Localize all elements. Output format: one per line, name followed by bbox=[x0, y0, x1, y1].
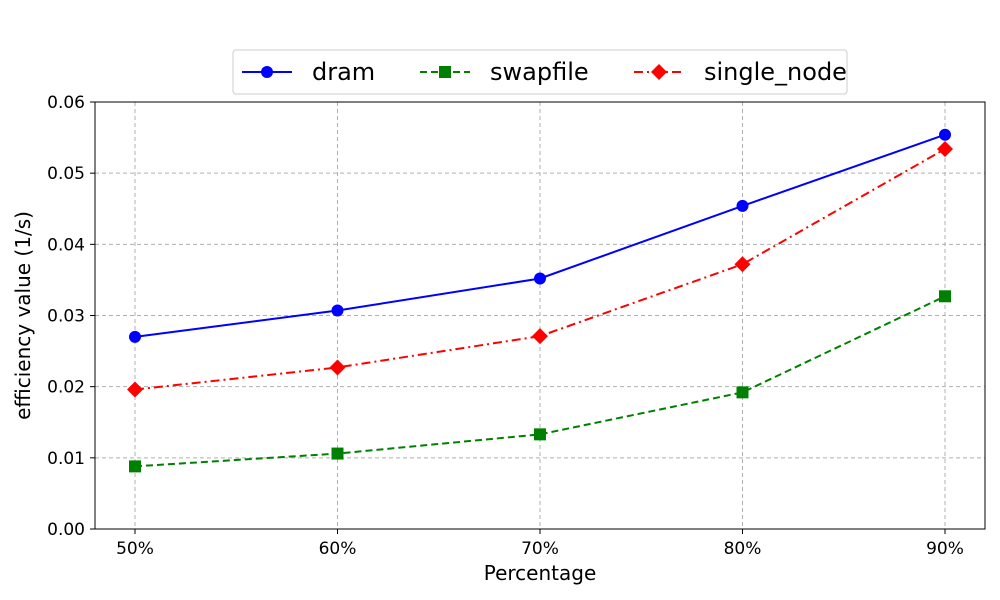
series-layer bbox=[127, 128, 953, 473]
data-point-single_node bbox=[532, 328, 548, 345]
data-point-swapfile bbox=[129, 460, 141, 473]
series-line-swapfile bbox=[134, 295, 946, 468]
data-point-single_node bbox=[734, 256, 751, 273]
data-point-swapfile bbox=[534, 428, 546, 441]
legend-marker-single_node bbox=[651, 64, 667, 80]
y-tick-label: 0.01 bbox=[47, 449, 85, 469]
data-point-single_node bbox=[329, 359, 346, 376]
data-point-swapfile bbox=[331, 447, 344, 460]
data-point-dram bbox=[736, 199, 749, 212]
legend-marker-swapfile bbox=[439, 66, 451, 78]
data-point-swapfile bbox=[939, 290, 951, 303]
legend-marker-dram bbox=[261, 66, 273, 78]
series-swapfile bbox=[129, 290, 951, 473]
series-line-single_node bbox=[134, 148, 946, 391]
legend-item-dram: dram bbox=[242, 58, 375, 86]
legend: dram swapfile single_node bbox=[232, 49, 848, 95]
y-tick-label: 0.05 bbox=[47, 164, 85, 184]
x-tick-label: 70% bbox=[521, 539, 559, 559]
legend-label-swapfile: swapfile bbox=[490, 58, 589, 86]
x-axis-label: Percentage bbox=[484, 561, 597, 585]
x-tick-label: 90% bbox=[926, 539, 964, 559]
data-point-dram bbox=[939, 128, 951, 141]
y-tick-label: 0.02 bbox=[47, 378, 85, 398]
x-tick-label: 60% bbox=[319, 539, 357, 559]
y-tick-label: 0.06 bbox=[47, 93, 85, 113]
y-tick-label: 0.00 bbox=[47, 520, 85, 540]
data-point-dram bbox=[534, 272, 546, 285]
legend-label-dram: dram bbox=[312, 58, 375, 86]
data-point-dram bbox=[331, 304, 344, 317]
axis-ticks: 0.00 0.01 0.02 0.03 0.04 0.05 0.06 50% 60% 70% 80%… bbox=[47, 93, 964, 559]
legend-box bbox=[232, 49, 848, 95]
data-point-dram bbox=[129, 330, 141, 343]
series-single_node bbox=[127, 140, 953, 398]
legend-label-single_node: single_node bbox=[704, 58, 847, 86]
y-axis-label: efficiency value (1/s) bbox=[11, 211, 35, 420]
series-dram bbox=[129, 128, 951, 343]
data-point-single_node bbox=[127, 381, 143, 398]
grid-lines bbox=[95, 102, 985, 529]
x-tick-label: 80% bbox=[724, 539, 762, 559]
x-tick-label: 50% bbox=[116, 539, 154, 559]
legend-item-single_node: single_node bbox=[634, 58, 847, 86]
legend-item-swapfile: swapfile bbox=[420, 58, 589, 86]
data-point-single_node bbox=[937, 140, 953, 157]
y-tick-label: 0.04 bbox=[47, 235, 85, 255]
data-point-swapfile bbox=[736, 386, 749, 399]
y-tick-label: 0.03 bbox=[47, 307, 85, 327]
